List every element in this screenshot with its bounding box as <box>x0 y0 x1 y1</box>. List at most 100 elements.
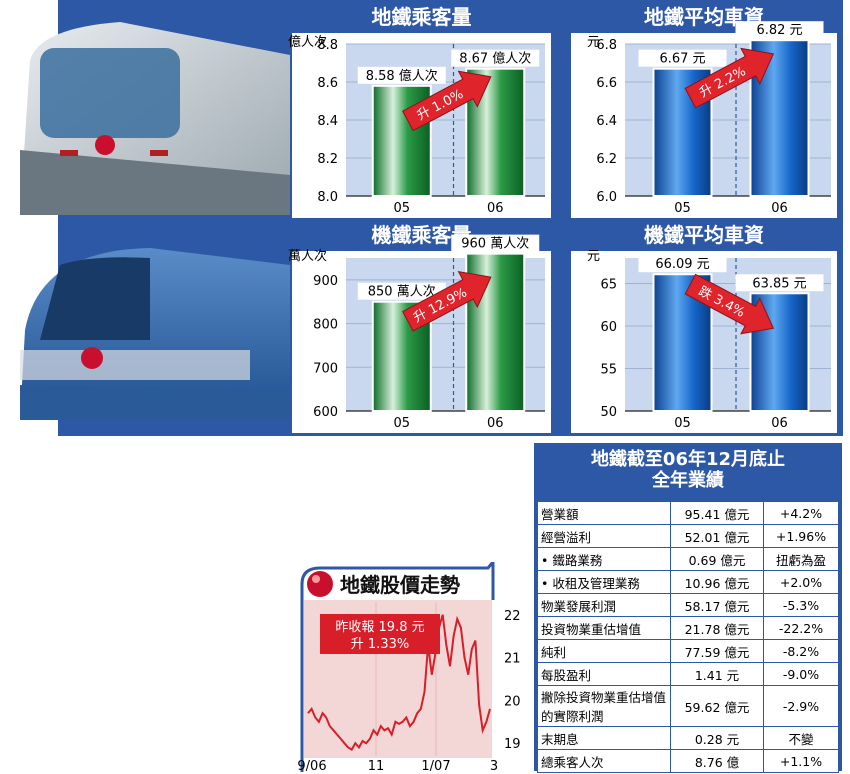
y-tick-label: 700 <box>313 361 338 376</box>
row-label: 每股盈利 <box>537 662 671 686</box>
y-unit-label: 元 <box>587 35 600 50</box>
results-row: 營業額 95.41 億元 +4.2% <box>537 501 839 525</box>
y-tick-label: 8.0 <box>317 190 338 205</box>
bar-06 <box>465 252 526 412</box>
y-unit-label: 億人次 <box>288 34 327 50</box>
y-tick-label: 900 <box>313 274 338 289</box>
y-tick-label: 6.8 <box>596 38 617 53</box>
airport-express-train-image <box>20 248 290 420</box>
row-change: +2.0% <box>763 570 839 594</box>
row-change: -2.9% <box>763 685 839 727</box>
arrow-shape <box>684 273 775 335</box>
row-value: 1.41 元 <box>670 662 764 686</box>
results-row: 總乘客人次 8.76 億 +1.1% <box>537 749 839 773</box>
stock-x-tick: 1/07 <box>421 759 450 772</box>
value-label: 850 萬人次 <box>368 284 436 300</box>
value-label: 6.82 元 <box>756 23 802 38</box>
row-change: 扭虧為盈 <box>763 547 839 571</box>
stock-price-chart: 地鐵股價走勢 19 20 21 22 9/06 11 1/07 3 昨收報 19.8 元 升 … <box>298 562 531 772</box>
stock-x-tick: 3 <box>490 759 498 772</box>
stock-x-tick: 9/06 <box>298 759 327 772</box>
x-tick-label: 06 <box>487 416 504 431</box>
chart-title: 機鐵平均車資 <box>644 223 764 247</box>
row-label: • 鐵路業務 <box>537 547 671 571</box>
value-label: 6.67 元 <box>659 52 705 67</box>
row-value: 10.96 億元 <box>670 570 764 594</box>
row-label: 末期息 <box>537 726 671 750</box>
row-label: 物業發展利潤 <box>537 593 671 617</box>
x-tick-label: 06 <box>487 201 504 216</box>
row-value: 0.28 元 <box>670 726 764 750</box>
value-label-bg <box>735 21 824 39</box>
change-arrow: 升 1.0% <box>402 70 492 132</box>
value-label-bg <box>357 66 446 84</box>
chart-title: 地鐵乘客量 <box>372 5 472 29</box>
stock-title: 地鐵股價走勢 <box>340 573 460 597</box>
y-tick-label: 800 <box>313 318 338 333</box>
results-row: 經營溢利 52.01 億元 +1.96% <box>537 524 839 548</box>
row-value: 95.41 億元 <box>670 501 764 525</box>
results-row: 撇除投資物業重估增值的實際利潤 59.62 億元 -2.9% <box>537 685 839 727</box>
y-tick-label: 65 <box>600 278 617 293</box>
row-value: 8.76 億 <box>670 749 764 773</box>
row-value: 77.59 億元 <box>670 639 764 663</box>
row-value: 0.69 億元 <box>670 547 764 571</box>
stock-y-tick: 19 <box>504 737 521 752</box>
row-change: 不變 <box>763 726 839 750</box>
x-tick-label: 05 <box>393 201 410 216</box>
results-row: 物業發展利潤 58.17 億元 -5.3% <box>537 593 839 617</box>
y-tick-label: 6.0 <box>596 190 617 205</box>
stock-note-close: 昨收報 19.8 元 <box>335 620 424 635</box>
results-row: 每股盈利 1.41 元 -9.0% <box>537 662 839 686</box>
row-value: 52.01 億元 <box>670 524 764 548</box>
row-change: -22.2% <box>763 616 839 640</box>
x-tick-label: 06 <box>771 201 788 216</box>
value-label: 960 萬人次 <box>461 236 529 252</box>
stock-y-tick: 20 <box>504 694 521 709</box>
value-label-bg <box>735 274 824 292</box>
row-label: 總乘客人次 <box>537 749 671 773</box>
row-value: 58.17 億元 <box>670 593 764 617</box>
y-tick-label: 8.6 <box>317 76 338 91</box>
row-label: 營業額 <box>537 501 671 525</box>
value-label: 63.85 元 <box>752 276 806 291</box>
results-row: 純利 77.59 億元 -8.2% <box>537 639 839 663</box>
value-label-bg <box>451 49 540 67</box>
arrow-shape <box>402 70 492 132</box>
row-label: 純利 <box>537 639 671 663</box>
stock-note-box <box>320 614 440 654</box>
y-tick-label: 50 <box>600 405 617 420</box>
row-value: 59.62 億元 <box>670 685 764 727</box>
results-row: 末期息 0.28 元不變 <box>537 726 839 750</box>
x-tick-label: 05 <box>674 416 691 431</box>
stock-y-tick: 21 <box>504 652 521 667</box>
annual-results-table: 地鐵截至06年12月底止 全年業績 營業額 95.41 億元 +4.2% 經營溢利 52… <box>534 443 842 773</box>
results-row: 投資物業重估增值 21.78 億元 -22.2% <box>537 616 839 640</box>
results-title: 地鐵截至06年12月底止 全年業績 <box>534 443 842 499</box>
y-tick-label: 8.8 <box>317 38 338 53</box>
y-tick-label: 8.2 <box>317 152 338 167</box>
row-change: +4.2% <box>763 501 839 525</box>
y-tick-label: 600 <box>313 405 338 420</box>
row-value: 21.78 億元 <box>670 616 764 640</box>
y-tick-label: 6.2 <box>596 152 617 167</box>
stock-note-change: 升 1.33% <box>351 637 409 652</box>
y-tick-label: 55 <box>600 363 617 378</box>
y-tick-label: 6.4 <box>596 114 617 129</box>
row-change: -9.0% <box>763 662 839 686</box>
x-tick-label: 05 <box>674 201 691 216</box>
results-title-line2: 全年業績 <box>652 470 724 491</box>
row-label: • 收租及管理業務 <box>537 570 671 594</box>
value-label: 8.58 億人次 <box>366 68 438 84</box>
value-label: 66.09 元 <box>655 257 709 272</box>
stock-price-line <box>307 614 491 751</box>
row-change: -5.3% <box>763 593 839 617</box>
value-label-bg <box>638 255 727 273</box>
row-label: 撇除投資物業重估增值的實際利潤 <box>537 685 671 727</box>
arrow-shape <box>402 271 492 332</box>
y-unit-label: 元 <box>587 249 600 264</box>
y-tick-label: 8.4 <box>317 114 338 129</box>
